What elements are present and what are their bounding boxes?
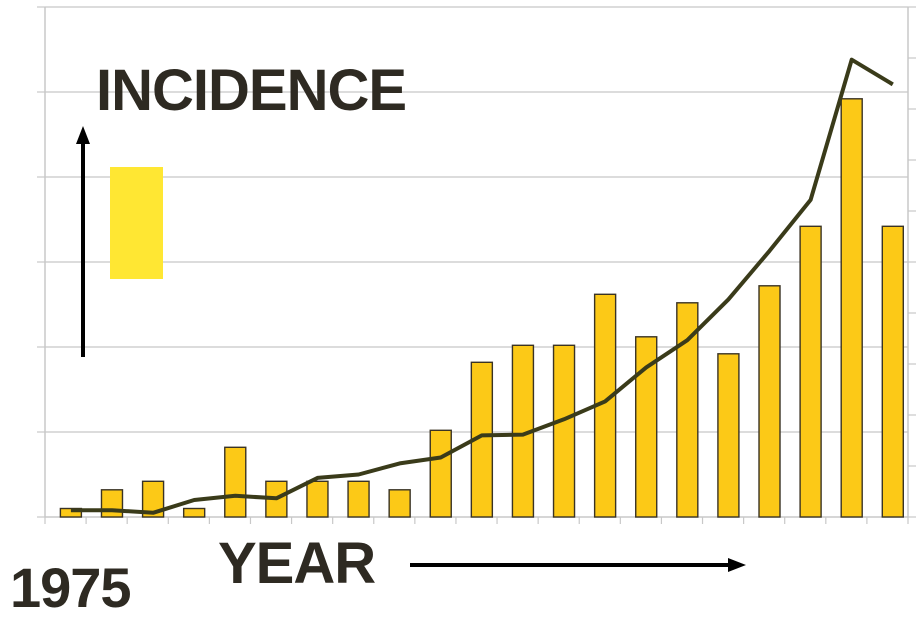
y-axis-label: INCIDENCE — [96, 58, 407, 123]
bar — [429, 429, 452, 518]
bar — [141, 480, 165, 518]
bar — [635, 336, 658, 518]
bar — [347, 480, 370, 518]
y-arrow-head — [76, 126, 90, 144]
bar — [224, 446, 247, 518]
bar — [182, 507, 206, 518]
bar — [388, 489, 411, 518]
axis-arrows — [76, 126, 746, 572]
bar-series — [59, 98, 904, 518]
bar — [306, 480, 329, 518]
bar — [840, 98, 863, 518]
x-arrow-head — [728, 558, 746, 572]
bar — [758, 285, 781, 518]
trend-line — [70, 57, 894, 515]
bar — [59, 507, 83, 518]
bar — [552, 344, 576, 518]
x-start-year-label: 1975 — [10, 556, 132, 619]
legend-swatch — [110, 167, 163, 279]
x-axis-label: YEAR — [218, 531, 376, 596]
bar — [100, 489, 124, 518]
bar — [676, 302, 699, 518]
bar — [799, 225, 822, 518]
bar — [717, 353, 740, 518]
bar — [881, 225, 904, 518]
